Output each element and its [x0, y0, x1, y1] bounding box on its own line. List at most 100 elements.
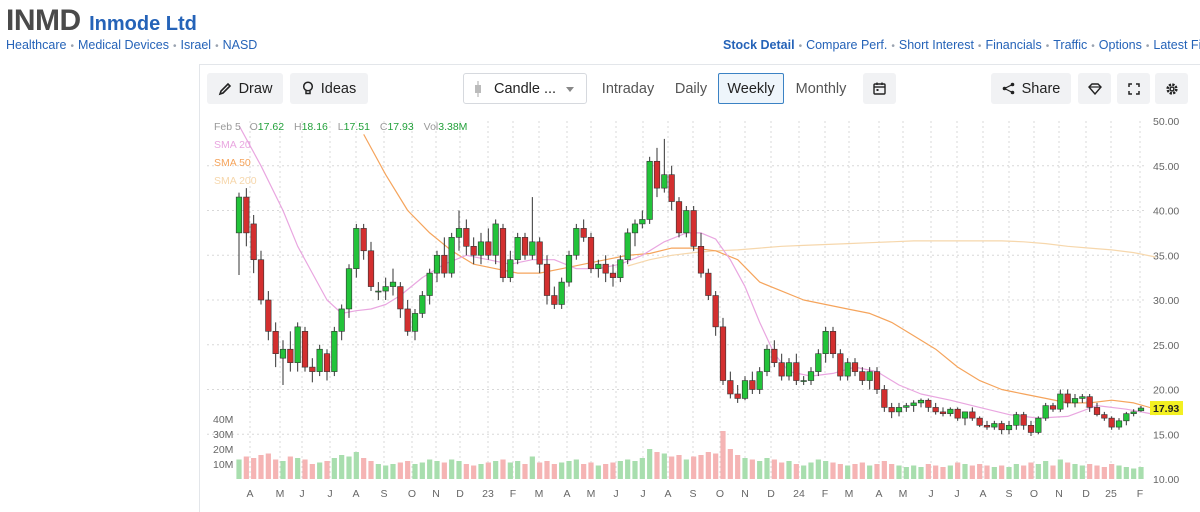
category-sector[interactable]: Healthcare: [6, 38, 67, 52]
candle-body: [734, 393, 741, 399]
volume-bar: [947, 465, 953, 479]
volume-bar: [302, 459, 308, 479]
volume-bar: [1043, 461, 1049, 479]
volume-bar: [698, 455, 704, 479]
candle: [1071, 393, 1079, 408]
company-name[interactable]: Inmode Ltd: [89, 13, 197, 35]
fullscreen-button[interactable]: [1117, 73, 1150, 104]
candle: [859, 367, 866, 386]
candle: [499, 223, 507, 283]
volume-bar: [309, 464, 315, 479]
candle-body: [675, 201, 683, 234]
x-tick-label: 24: [793, 488, 805, 500]
candle-body: [316, 348, 323, 372]
volume-bar: [273, 459, 279, 479]
daily-button[interactable]: Daily: [674, 80, 708, 97]
nav-options[interactable]: Options: [1098, 38, 1142, 52]
candle-body: [881, 389, 888, 408]
category-country[interactable]: Israel: [180, 38, 212, 52]
candle-body: [1071, 398, 1079, 404]
calendar-button[interactable]: [863, 73, 896, 104]
weekly-button[interactable]: Weekly: [718, 73, 784, 104]
candle-body: [998, 423, 1005, 431]
candle-body: [1079, 396, 1086, 399]
volume-tick-label: 40M: [213, 414, 233, 426]
y-tick-label: 40.00: [1153, 206, 1179, 218]
candle: [683, 206, 690, 238]
intraday-button[interactable]: Intraday: [601, 80, 655, 97]
x-tick-label: A: [246, 488, 253, 500]
nav-short-interest[interactable]: Short Interest: [898, 38, 974, 52]
candle: [507, 250, 514, 283]
volume-bar: [837, 464, 843, 479]
share-button[interactable]: Share: [991, 73, 1071, 104]
volume-bar: [918, 467, 924, 479]
x-tick-label: N: [1055, 488, 1063, 500]
nav-traffic[interactable]: Traffic: [1053, 38, 1088, 52]
draw-button[interactable]: Draw: [207, 73, 283, 104]
ideas-button[interactable]: Ideas: [290, 73, 368, 104]
candle-body: [939, 411, 947, 414]
candle: [778, 353, 785, 381]
x-tick-label: 25: [1105, 488, 1117, 500]
candle-body: [778, 362, 785, 377]
premium-button[interactable]: [1078, 73, 1111, 104]
nav-financials[interactable]: Financials: [985, 38, 1042, 52]
settings-button[interactable]: [1155, 73, 1188, 104]
candle-body: [397, 286, 404, 310]
category-industry[interactable]: Medical Devices: [77, 38, 169, 52]
volume-bar: [456, 461, 462, 479]
volume-bar: [383, 465, 389, 479]
candle: [1035, 416, 1042, 435]
candlestick-icon: [475, 80, 481, 97]
y-tick-label: 45.00: [1153, 161, 1179, 173]
candle: [573, 223, 580, 260]
volume-bar: [419, 462, 425, 479]
lightbulb-icon: [302, 81, 313, 95]
candle: [954, 407, 961, 421]
volume-bar: [258, 455, 264, 479]
candle: [829, 326, 837, 359]
candle: [580, 219, 587, 242]
candle: [301, 326, 309, 372]
chart-type-select[interactable]: Candle ...: [463, 73, 587, 104]
candle-body: [331, 331, 338, 372]
candle-body: [294, 326, 301, 363]
candle: [316, 344, 323, 377]
candle: [331, 326, 338, 377]
monthly-button[interactable]: Monthly: [795, 80, 847, 97]
x-tick-label: F: [822, 488, 828, 500]
volume-bar: [955, 462, 961, 479]
nav-latest-filings[interactable]: Latest Fi: [1153, 38, 1200, 52]
candle: [323, 349, 331, 381]
candle: [367, 241, 375, 292]
candle-body: [419, 295, 426, 314]
candle: [866, 367, 873, 390]
nav-compare-perf[interactable]: Compare Perf.: [806, 38, 888, 52]
volume-bar: [375, 464, 381, 479]
volume-bar: [346, 456, 352, 479]
candle: [595, 259, 602, 278]
candle-body: [910, 402, 917, 406]
candle: [551, 286, 558, 309]
candle-body: [1013, 414, 1020, 426]
x-tick-label: J: [299, 488, 304, 500]
x-tick-label: S: [1005, 488, 1012, 500]
candle: [243, 188, 250, 247]
candle: [1005, 420, 1013, 435]
ohlc-legend: Feb 5 O17.62 H18.16 L17.51 C17.93 Vol3.3…: [214, 121, 474, 133]
candle: [1101, 411, 1108, 421]
candle: [404, 300, 411, 336]
volume-bar: [991, 467, 997, 479]
candle: [529, 197, 536, 260]
nav-stock-detail[interactable]: Stock Detail: [723, 38, 795, 52]
volume-bar: [449, 459, 455, 479]
candle: [389, 268, 397, 296]
candle-body: [470, 246, 477, 256]
x-tick-label: M: [535, 488, 544, 500]
candle-body: [536, 241, 543, 265]
category-exchange[interactable]: NASD: [222, 38, 258, 52]
volume-bar: [632, 461, 638, 479]
volume-bar: [368, 461, 374, 479]
